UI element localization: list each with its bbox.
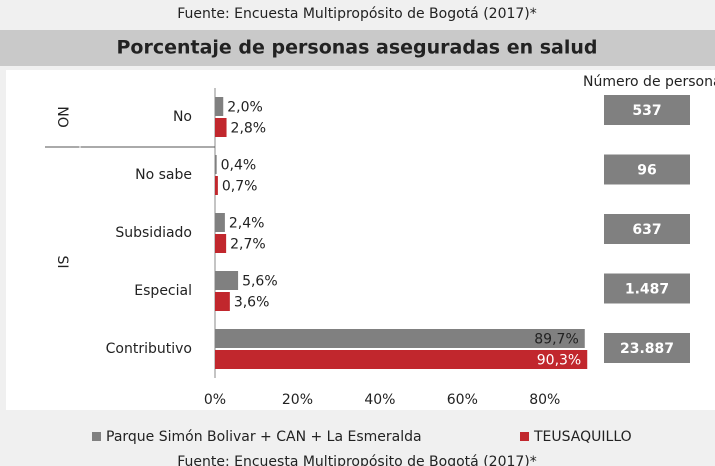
legend-swatch: [92, 432, 101, 441]
data-label: 2,7%: [230, 237, 266, 253]
count-label: 537: [632, 103, 661, 119]
source-bottom: Fuente: Encuesta Multipropósito de Bogot…: [177, 454, 537, 466]
data-label: 0,7%: [222, 179, 258, 195]
bar: [215, 271, 239, 290]
bar: [215, 329, 585, 348]
x-tick-label: 60%: [447, 392, 478, 408]
count-box: [604, 154, 690, 185]
data-label: 0,4%: [221, 158, 257, 174]
bar: [215, 176, 218, 195]
count-box: [604, 333, 690, 363]
category-label: Contributivo: [106, 341, 192, 357]
chart-title: Porcentaje de personas aseguradas en sal…: [116, 37, 597, 59]
data-label: 90,3%: [537, 353, 581, 369]
legend-label: Parque Simón Bolivar + CAN + La Esmerald…: [106, 429, 422, 445]
category-label: No: [173, 109, 192, 125]
x-tick-label: 0%: [204, 392, 226, 408]
count-label: 1.487: [625, 282, 669, 298]
data-label: 2,8%: [231, 121, 267, 137]
title-band: [0, 30, 715, 66]
legend-swatch: [520, 432, 529, 441]
legend-label: TEUSAQUILLO: [533, 429, 632, 445]
bar: [215, 213, 225, 232]
count-label: 23.887: [620, 341, 674, 357]
data-label: 3,6%: [234, 295, 270, 311]
group-label: NO: [54, 106, 70, 128]
category-label: Especial: [134, 283, 192, 299]
x-tick-label: 80%: [529, 392, 560, 408]
data-label: 2,4%: [229, 216, 265, 232]
count-label: 96: [637, 163, 656, 179]
count-box: [604, 214, 690, 244]
data-label: 5,6%: [242, 274, 278, 290]
group-label: SI: [54, 255, 70, 268]
x-tick-label: 40%: [364, 392, 395, 408]
data-label: 89,7%: [534, 332, 578, 348]
bar: [215, 155, 217, 174]
count-label: 637: [632, 222, 661, 238]
count-title: Número de personas: [583, 74, 715, 90]
bar: [215, 118, 227, 137]
x-tick-label: 20%: [282, 392, 313, 408]
category-label: Subsidiado: [115, 225, 192, 241]
bar: [215, 234, 227, 253]
count-box: [604, 95, 690, 125]
bar: [215, 350, 588, 369]
count-box: [604, 273, 690, 304]
source: Fuente: Encuesta Multipropósito de Bogot…: [177, 6, 537, 22]
bar: [215, 292, 230, 311]
data-label: 2,0%: [227, 100, 263, 116]
category-label: No sabe: [135, 167, 192, 183]
bar: [215, 97, 224, 116]
